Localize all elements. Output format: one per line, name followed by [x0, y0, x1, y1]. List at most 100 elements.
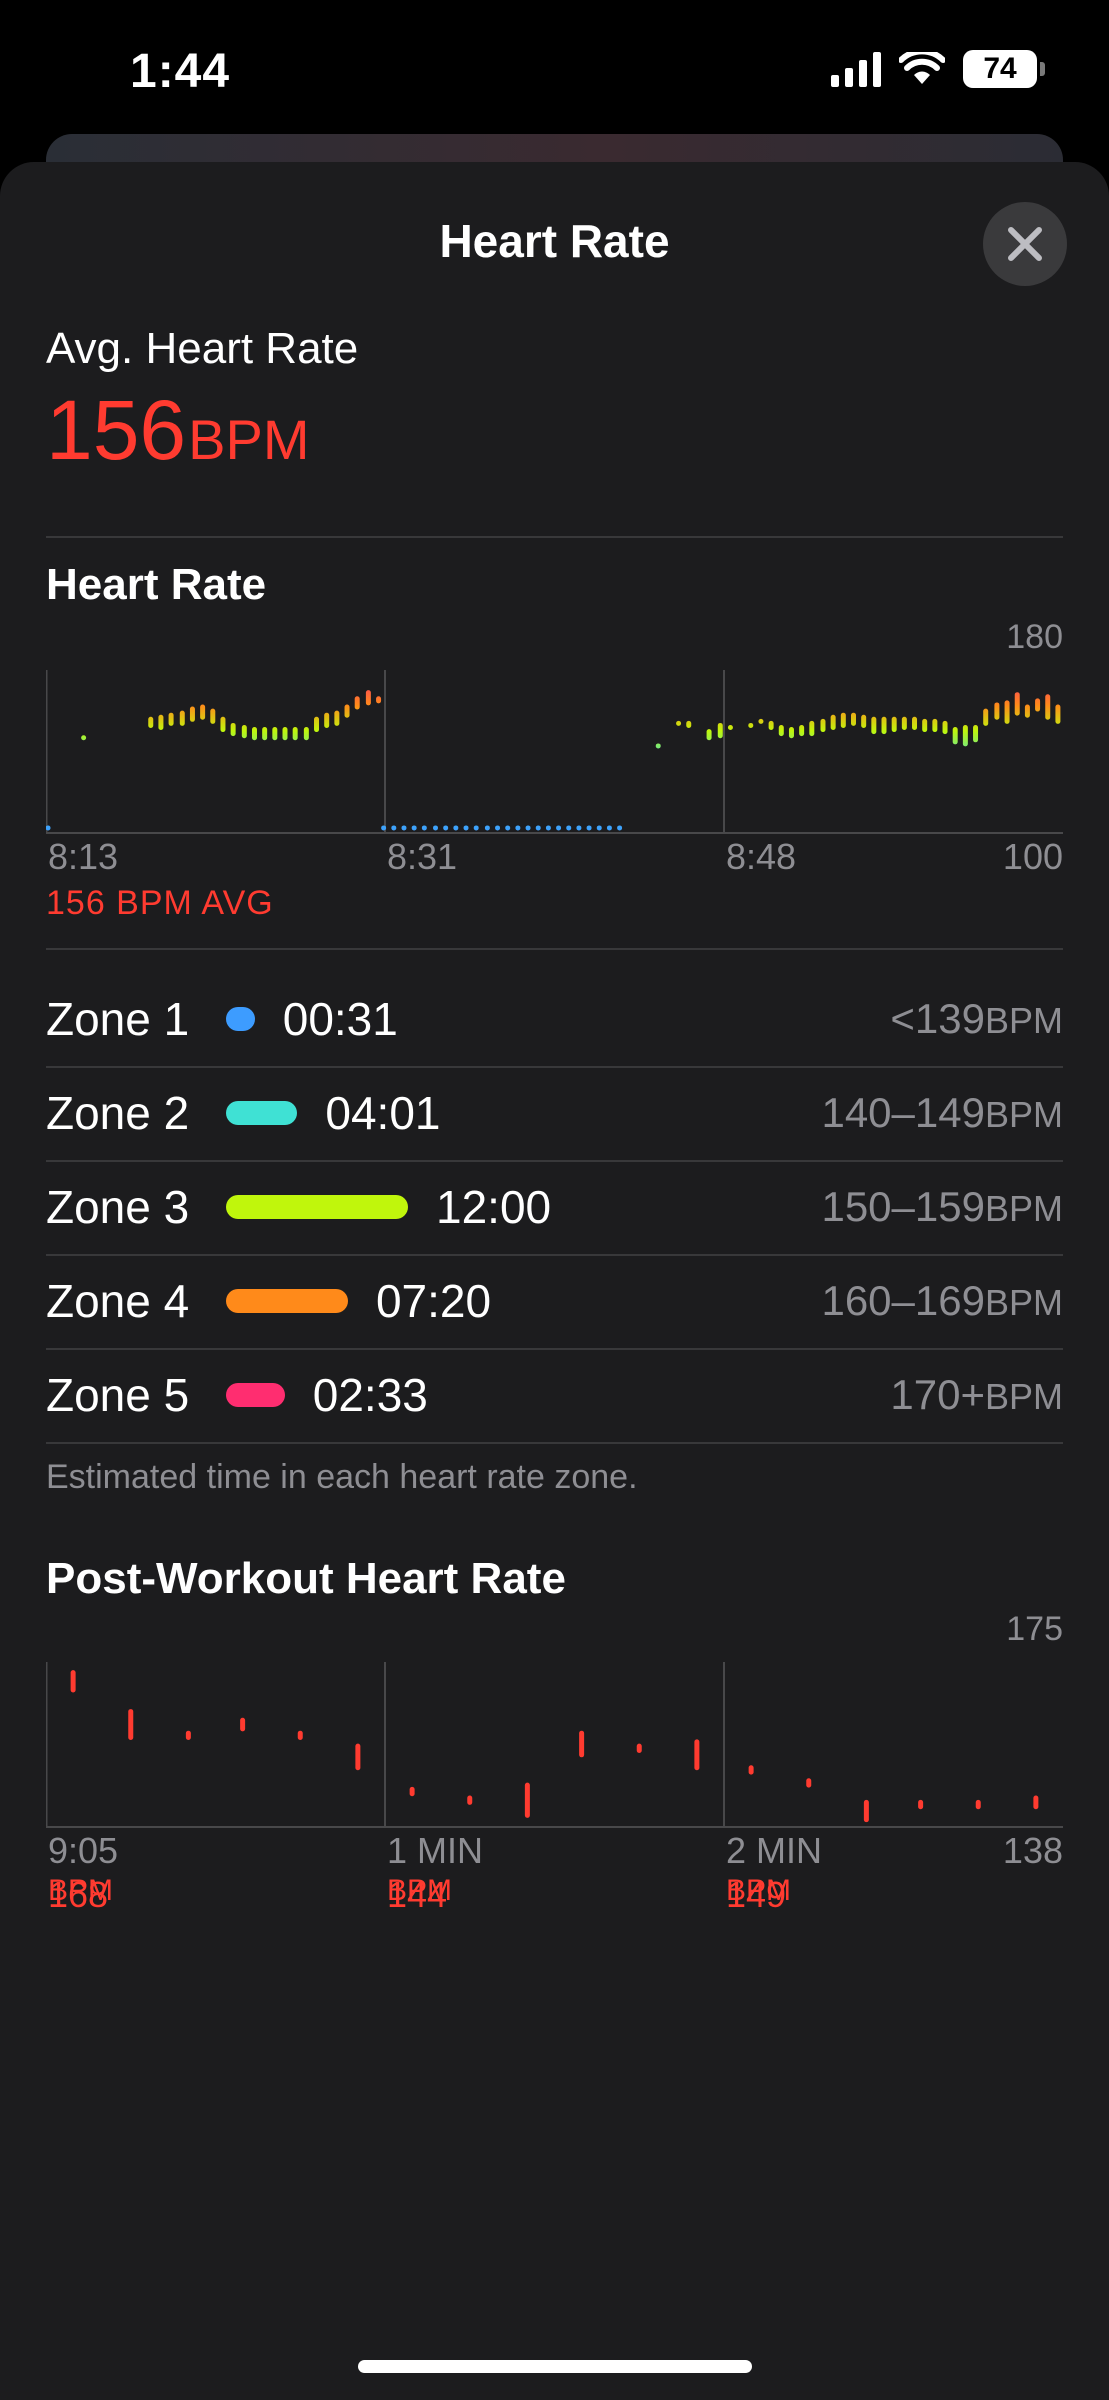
heart-rate-x-axis: 8:13 8:31 8:48 100: [46, 836, 1063, 877]
heart-rate-mark: [881, 716, 887, 735]
heart-rate-mark: [788, 727, 794, 739]
zone-range: 150–159BPM: [821, 1183, 1063, 1231]
heart-rate-mark: [952, 727, 958, 745]
cellular-signal-icon: [831, 51, 881, 87]
heart-rate-mark: [433, 825, 439, 831]
close-button[interactable]: [983, 202, 1067, 286]
zone-range-unit: BPM: [984, 1000, 1063, 1041]
post-workout-title: Post-Workout Heart Rate: [46, 1554, 566, 1603]
heart-rate-mark: [443, 825, 449, 831]
heart-rate-chart: [46, 662, 1063, 834]
zone-time: 00:31: [282, 993, 398, 1045]
heart-rate-mark: [1024, 704, 1030, 718]
heart-rate-mark: [840, 712, 846, 728]
zone-range: 170+BPM: [890, 1371, 1063, 1419]
divider: [46, 1348, 1063, 1350]
post-workout-chart: [46, 1660, 1063, 1828]
heart-rate-chart-max: 180: [1006, 618, 1063, 656]
bpm-unit: BPM: [726, 1874, 792, 1907]
post-workout-mark: [240, 1717, 246, 1732]
heart-rate-mark: [596, 825, 602, 831]
heart-rate-mark: [994, 702, 1000, 720]
y-min-label: 138: [1002, 1830, 1063, 1871]
wifi-icon: [899, 52, 945, 84]
heart-rate-mark: [210, 708, 216, 724]
zone-range-value: 170+: [890, 1371, 985, 1418]
zone-row: Zone 4 07:20 160–169BPM: [46, 1254, 1063, 1348]
heart-rate-mark: [912, 716, 918, 730]
post-workout-mark: [863, 1799, 869, 1823]
heart-rate-mark: [1045, 694, 1051, 720]
battery-icon: 74: [963, 50, 1045, 88]
heart-rate-mark: [303, 727, 309, 741]
heart-rate-mark: [830, 714, 836, 730]
zone-range-value: 150–159: [821, 1183, 985, 1230]
heart-rate-mark: [381, 825, 387, 831]
heart-rate-mark: [473, 825, 479, 831]
zone-range-value: 160–169: [821, 1277, 985, 1324]
heart-rate-mark: [401, 825, 407, 831]
heart-rate-mark: [495, 825, 501, 831]
post-workout-x-axis: 9:05 1 MIN 2 MIN 138: [46, 1830, 1063, 1871]
zone-range-value: 140–149: [821, 1089, 985, 1136]
zone-range-unit: BPM: [984, 1282, 1063, 1323]
avg-heart-rate-unit: BPM: [188, 408, 310, 471]
heart-rate-mark: [871, 716, 877, 735]
heart-rate-mark: [421, 825, 427, 831]
bpm-number: 168: [48, 1874, 109, 1915]
zone-bar: [226, 1007, 255, 1031]
heart-rate-mark: [391, 825, 397, 831]
avg-heart-rate-value: 156BPM: [46, 382, 310, 479]
heart-rate-mark: [1035, 698, 1041, 712]
post-workout-mark: [297, 1730, 303, 1741]
avg-heart-rate-label: Avg. Heart Rate: [46, 324, 359, 373]
post-workout-mark: [1033, 1795, 1039, 1810]
heart-rate-mark: [463, 825, 469, 831]
heart-rate-mark: [411, 825, 417, 831]
post-workout-mark: [467, 1795, 473, 1805]
divider: [46, 536, 1063, 538]
divider: [46, 1254, 1063, 1256]
divider: [46, 1160, 1063, 1162]
heart-rate-mark: [606, 825, 612, 831]
zone-time: 04:01: [325, 1087, 441, 1139]
heart-rate-mark: [46, 825, 51, 831]
heart-rate-mark: [706, 729, 712, 741]
heart-rate-mark: [158, 714, 164, 730]
status-bar: 1:44 74: [0, 0, 1109, 140]
post-workout-mark: [70, 1670, 76, 1693]
heart-rate-mark: [200, 704, 206, 720]
battery-level: 74: [983, 52, 1017, 85]
zone-bar: [226, 1195, 408, 1219]
post-workout-mark: [128, 1709, 134, 1741]
heart-rate-mark: [453, 825, 459, 831]
heart-rate-mark: [220, 716, 226, 733]
avg-heart-rate-number: 156: [46, 383, 187, 477]
heart-rate-mark: [179, 710, 185, 726]
heart-rate-mark: [282, 727, 288, 741]
zone-bar: [226, 1383, 285, 1407]
heart-rate-mark: [676, 720, 682, 726]
heart-rate-mark: [354, 696, 360, 710]
zone-range-unit: BPM: [984, 1094, 1063, 1135]
close-icon: [1008, 227, 1042, 261]
post-workout-mark: [579, 1730, 585, 1758]
heart-rate-mark: [576, 825, 582, 831]
x-tick-label: 8:31: [387, 836, 458, 877]
heart-rate-mark: [942, 720, 948, 735]
heart-rate-mark: [586, 825, 592, 831]
heart-rate-mark: [778, 725, 784, 737]
zone-time: 02:33: [312, 1369, 428, 1421]
heart-rate-mark: [314, 716, 320, 733]
heart-rate-chart-title: Heart Rate: [46, 560, 267, 609]
heart-rate-mark: [505, 825, 511, 831]
heart-rate-mark: [922, 718, 928, 733]
post-workout-mark: [409, 1786, 415, 1797]
home-indicator[interactable]: [358, 2360, 752, 2373]
zone-range: 140–149BPM: [821, 1089, 1063, 1137]
divider: [46, 1066, 1063, 1068]
heart-rate-mark: [1004, 700, 1010, 724]
divider: [46, 948, 1063, 950]
heart-rate-mark: [545, 825, 551, 831]
zone-row: Zone 5 02:33 170+BPM: [46, 1348, 1063, 1442]
